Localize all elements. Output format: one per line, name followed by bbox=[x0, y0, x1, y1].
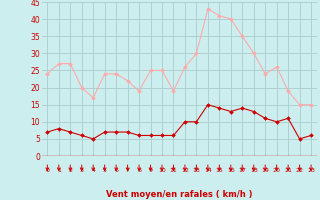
X-axis label: Vent moyen/en rafales ( km/h ): Vent moyen/en rafales ( km/h ) bbox=[106, 190, 252, 199]
